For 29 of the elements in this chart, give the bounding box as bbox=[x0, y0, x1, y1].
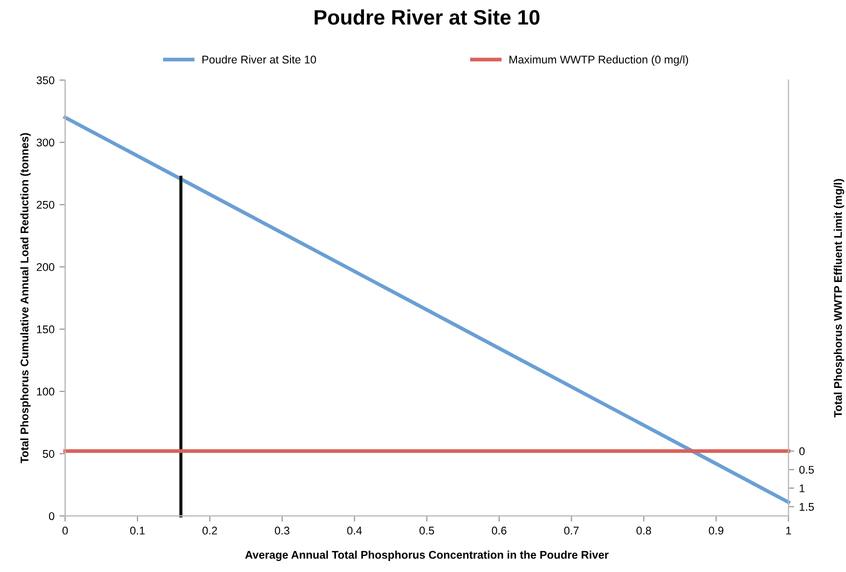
x-tick-label: 0.1 bbox=[130, 526, 145, 535]
x-tick-label: 0.4 bbox=[347, 526, 362, 535]
x-tick-label: 0 bbox=[62, 526, 68, 535]
y-axis-title: Total Phosphorus Cumulative Annual Load Reduction (tonnes) bbox=[20, 133, 31, 464]
x-tick-label: 0.2 bbox=[202, 526, 217, 535]
y-tick-label: 200 bbox=[36, 263, 54, 272]
y-tick-label: 150 bbox=[37, 325, 54, 334]
y-tick-label: 300 bbox=[36, 138, 54, 146]
y2-axis-title: Total Phosphorus WWTP Effluent Limit (mg/l) bbox=[834, 179, 844, 418]
x-tick-label: 0.5 bbox=[420, 526, 434, 535]
x-tick-label: 0.7 bbox=[564, 526, 579, 535]
y2-tick-label: 0.5 bbox=[799, 466, 814, 474]
x-tick-label: 0.6 bbox=[492, 526, 506, 535]
y2-tick-label: 0 bbox=[799, 447, 805, 456]
y-tick-label: 350 bbox=[36, 76, 54, 84]
y2-tick-label: 1 bbox=[800, 484, 805, 492]
x-tick-label: 0.3 bbox=[274, 526, 290, 535]
y-tick-label: 50 bbox=[42, 450, 54, 458]
legend-label: Poudre River at Site 10 bbox=[202, 55, 316, 64]
x-tick-label: 0.9 bbox=[708, 526, 724, 535]
legend-label: Maximum WWTP Reduction (0 mg/l) bbox=[510, 55, 688, 66]
chart-title: Poudre River at Site 10 bbox=[314, 9, 540, 25]
y2-tick-label: 1.5 bbox=[800, 503, 814, 511]
y-tick-label: 0 bbox=[48, 512, 54, 520]
x-tick-label: 0.8 bbox=[636, 526, 652, 535]
x-axis-title: Average Annual Total Phosphorus Concentration in the Poudre River bbox=[245, 550, 609, 562]
x-tick-label: 1 bbox=[786, 526, 792, 534]
y-tick-label: 100 bbox=[37, 388, 54, 396]
y-tick-label: 250 bbox=[36, 200, 54, 209]
